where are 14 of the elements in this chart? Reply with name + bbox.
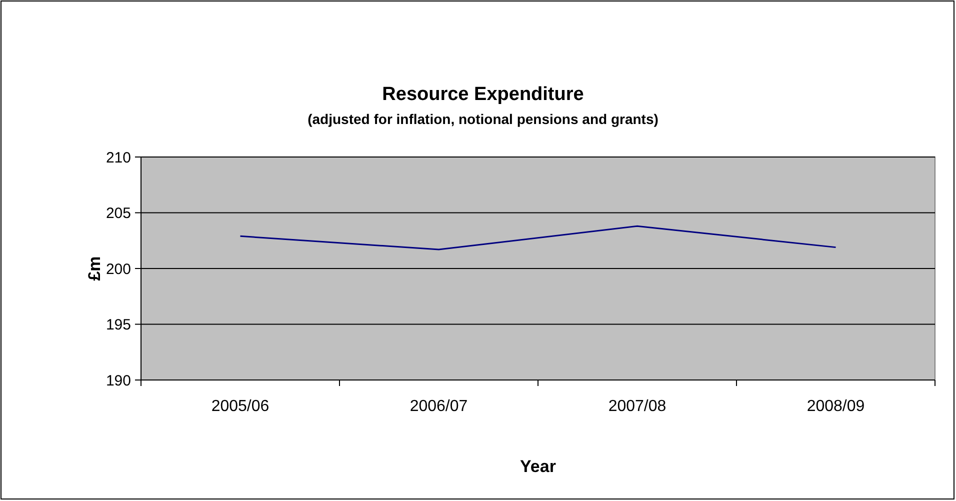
x-tick-label: 2007/08 xyxy=(608,398,666,415)
y-axis-title: £m xyxy=(85,256,104,281)
y-tick-label: 205 xyxy=(106,205,131,222)
y-tick-label: 195 xyxy=(106,316,131,334)
x-tick-label: 2006/07 xyxy=(410,398,468,415)
x-tick-label: 2005/06 xyxy=(211,398,270,415)
x-axis-title: Year xyxy=(520,457,556,476)
line-series xyxy=(240,225,836,250)
y-tick-label: 200 xyxy=(106,260,131,278)
chart-subtitle: (adjusted for inflation, notional pensions and grants) xyxy=(308,111,658,127)
x-tick-label: 2008/09 xyxy=(806,398,865,415)
y-tick-label: 190 xyxy=(106,372,131,390)
y-tick-label: 210 xyxy=(106,149,131,166)
chart-title: Resource Expenditure xyxy=(382,84,584,105)
